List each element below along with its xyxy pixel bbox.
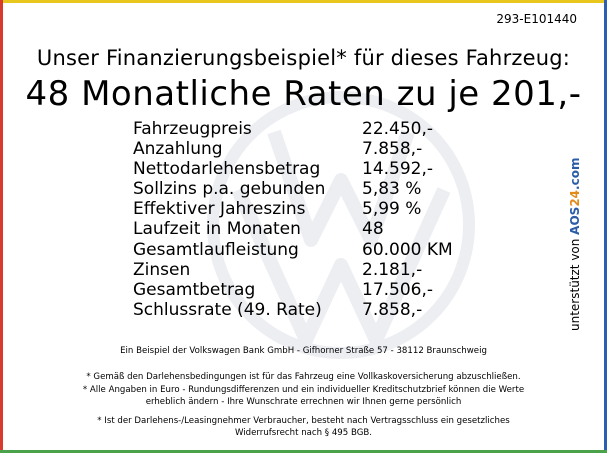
- right-color-stripe: [604, 0, 607, 453]
- footnote-withdrawal-1: * Ist der Darlehens-/Leasingnehmer Verbr…: [97, 416, 510, 426]
- footnote-currency-2: erheblich ändern - Ihre Wunschrate errec…: [145, 397, 462, 407]
- top-color-stripe: [0, 0, 607, 3]
- sponsor-brand-aos: AOS: [568, 206, 582, 235]
- row-value: 60.000 KM: [362, 239, 453, 260]
- sponsor-prefix: unterstützt von: [568, 234, 582, 331]
- headline: Unser Finanzierungsbeispiel* für dieses …: [36, 46, 571, 70]
- footnote-currency-1: * Alle Angaben in Euro - Rundungsdiffere…: [82, 385, 525, 395]
- row-label: Nettodarlehensbetrag: [133, 159, 321, 180]
- bottom-color-stripe: [0, 450, 607, 453]
- row-label: Gesamtlaufleistung: [133, 239, 299, 260]
- sponsor-brand-domain: .com: [568, 157, 582, 190]
- row-value: 5,83 %: [362, 179, 422, 200]
- monthly-rate-line: 48 Monatliche Raten zu je 201,-: [25, 74, 582, 114]
- row-value: 7.858,-: [362, 139, 423, 160]
- footnote-withdrawal-2: Widerrufsrecht nach § 495 BGB.: [234, 428, 373, 438]
- sponsor-credit: unterstützt von AOS24.com: [568, 158, 582, 331]
- row-label: Schlussrate (49. Rate): [133, 299, 322, 320]
- row-label: Anzahlung: [133, 139, 223, 160]
- row-value: 5,99 %: [362, 199, 422, 220]
- row-value: 22.450,-: [362, 119, 434, 139]
- left-color-stripe: [0, 0, 3, 453]
- row-value: 17.506,-: [362, 279, 434, 300]
- row-value: 48: [362, 219, 384, 240]
- row-label: Zinsen: [133, 259, 191, 280]
- row-value: 14.592,-: [362, 159, 434, 180]
- vw-logo-watermark: [207, 91, 475, 359]
- row-label: Gesamtbetrag: [133, 279, 256, 300]
- row-label: Laufzeit in Monaten: [133, 219, 301, 240]
- footnote-insurance: * Gemäß den Darlehensbedingungen ist für…: [86, 372, 521, 382]
- row-value: 2.181,-: [362, 259, 423, 280]
- row-label: Fahrzeugpreis: [133, 119, 252, 139]
- row-value: 7.858,-: [362, 299, 423, 320]
- reference-code: 293-E101440: [496, 12, 577, 26]
- row-label: Effektiver Jahreszins: [133, 199, 306, 220]
- row-label: Sollzins p.a. gebunden: [133, 179, 326, 200]
- bank-note: Ein Beispiel der Volkswagen Bank GmbH - …: [120, 346, 487, 356]
- sponsor-brand-24: 24: [568, 189, 582, 207]
